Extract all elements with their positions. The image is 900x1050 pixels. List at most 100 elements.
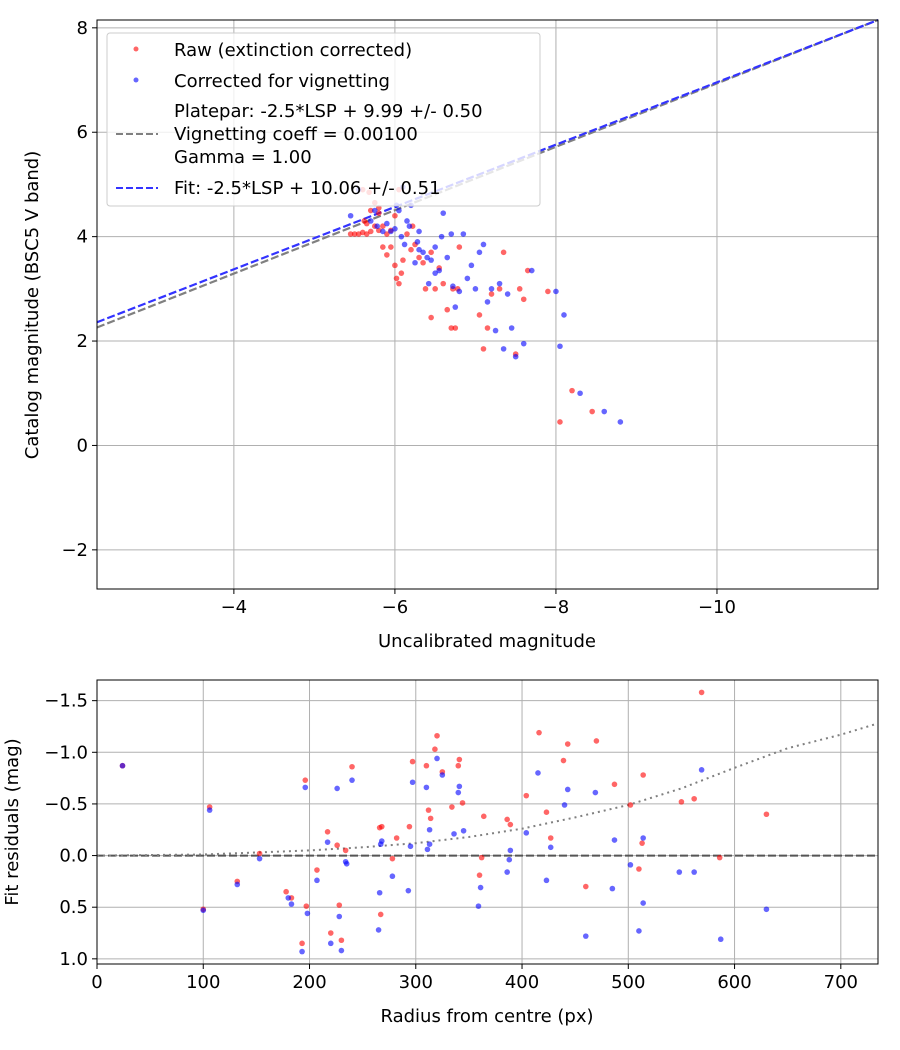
bot-point-series-1 bbox=[409, 779, 416, 786]
top-point-series-0 bbox=[545, 288, 551, 295]
top-scatter-points bbox=[347, 184, 624, 425]
top-point-series-0 bbox=[400, 257, 406, 263]
top-point-series-1 bbox=[484, 299, 491, 305]
bot-point-series-0 bbox=[507, 821, 514, 828]
bot-point-series-0 bbox=[427, 815, 434, 822]
bot-point-series-1 bbox=[543, 877, 550, 884]
bot-point-series-1 bbox=[389, 873, 396, 880]
bot-point-series-0 bbox=[611, 781, 618, 788]
bot-point-series-1 bbox=[234, 881, 241, 888]
bot-point-series-0 bbox=[377, 911, 384, 918]
bot-point-series-0 bbox=[302, 777, 309, 783]
bot-point-series-0 bbox=[523, 792, 530, 799]
bot-point-series-0 bbox=[627, 802, 634, 808]
top-point-series-0 bbox=[404, 231, 410, 237]
top-point-series-1 bbox=[464, 275, 471, 282]
bot-point-series-1 bbox=[343, 861, 350, 867]
top-x-tick-label: −10 bbox=[698, 597, 736, 618]
top-point-series-1 bbox=[617, 419, 624, 425]
bot-point-series-1 bbox=[477, 884, 484, 891]
top-point-series-1 bbox=[374, 223, 380, 229]
bot-point-series-1 bbox=[314, 877, 320, 884]
bot-point-series-1 bbox=[592, 789, 599, 796]
bot-point-series-0 bbox=[480, 813, 487, 820]
bot-point-series-1 bbox=[376, 889, 383, 896]
top-point-series-0 bbox=[428, 314, 434, 321]
bot-point-series-1 bbox=[535, 770, 541, 776]
bottom-grid bbox=[96, 680, 878, 964]
bot-point-series-0 bbox=[678, 799, 685, 805]
top-point-series-1 bbox=[450, 283, 456, 290]
top-point-series-0 bbox=[388, 244, 394, 250]
legend-raw-label: Raw (extinction corrected) bbox=[174, 40, 412, 61]
top-point-series-1 bbox=[500, 346, 507, 352]
bot-x-tick-label: 300 bbox=[399, 972, 433, 993]
top-point-series-1 bbox=[480, 241, 487, 248]
bot-y-tick-label: 0.0 bbox=[59, 846, 88, 867]
top-x-axis-label: Uncalibrated magnitude bbox=[378, 631, 596, 652]
legend-raw-marker bbox=[133, 46, 139, 52]
top-point-series-1 bbox=[468, 262, 475, 269]
bot-x-tick-label: 500 bbox=[611, 972, 645, 993]
bot-point-series-1 bbox=[405, 887, 412, 894]
bot-point-series-1 bbox=[582, 933, 589, 939]
bot-point-series-1 bbox=[302, 784, 309, 791]
top-point-series-0 bbox=[440, 280, 447, 287]
top-point-series-1 bbox=[553, 288, 559, 295]
top-point-series-0 bbox=[380, 223, 386, 229]
top-point-series-1 bbox=[488, 286, 495, 292]
bot-point-series-0 bbox=[423, 762, 430, 769]
top-point-series-1 bbox=[436, 267, 442, 274]
bot-point-series-1 bbox=[423, 784, 430, 791]
top-point-series-0 bbox=[420, 259, 426, 266]
bot-x-tick-label: 0 bbox=[91, 972, 102, 993]
bot-point-series-1 bbox=[338, 947, 345, 954]
top-point-series-0 bbox=[422, 286, 429, 292]
legend-box bbox=[106, 32, 541, 207]
bot-point-series-0 bbox=[406, 823, 413, 830]
bot-point-series-1 bbox=[455, 789, 462, 796]
top-point-series-0 bbox=[589, 408, 595, 415]
bottom-y-axis-label: Fit residuals (mag) bbox=[2, 738, 23, 905]
bot-point-series-0 bbox=[716, 854, 723, 861]
top-point-series-1 bbox=[388, 228, 394, 235]
top-point-series-1 bbox=[504, 291, 511, 297]
top-point-series-0 bbox=[396, 280, 402, 287]
top-y-tick-label: 0 bbox=[77, 435, 88, 456]
top-point-series-1 bbox=[472, 286, 479, 292]
bot-x-tick-label: 200 bbox=[292, 972, 326, 993]
top-point-series-1 bbox=[398, 233, 405, 240]
bot-point-series-1 bbox=[426, 841, 433, 848]
top-point-series-0 bbox=[500, 249, 507, 256]
bot-point-series-0 bbox=[543, 809, 550, 815]
legend-platepar-line-1: Platepar: -2.5*LSP + 9.99 +/- 0.50 bbox=[174, 101, 483, 122]
legend-platepar-line-2: Vignetting coeff = 0.00100 bbox=[174, 124, 418, 145]
bot-y-tick-label: −0.5 bbox=[44, 794, 88, 815]
legend-fit-label: Fit: -2.5*LSP + 10.06 +/- 0.51 bbox=[174, 178, 441, 199]
bot-point-series-1 bbox=[506, 856, 513, 863]
top-point-series-0 bbox=[444, 306, 451, 313]
top-point-series-1 bbox=[476, 249, 483, 256]
bot-point-series-0 bbox=[389, 855, 396, 862]
bot-point-series-0 bbox=[455, 762, 462, 769]
top-point-series-0 bbox=[448, 325, 455, 331]
bot-point-series-0 bbox=[476, 872, 483, 878]
bot-point-series-1 bbox=[507, 847, 514, 854]
bot-point-series-1 bbox=[504, 869, 510, 875]
top-point-series-1 bbox=[557, 343, 563, 350]
bot-point-series-1 bbox=[636, 928, 642, 934]
bot-point-series-0 bbox=[593, 738, 600, 744]
top-point-series-1 bbox=[401, 241, 408, 248]
top-point-series-1 bbox=[460, 231, 467, 237]
bot-x-tick-label: 700 bbox=[824, 972, 858, 993]
top-point-series-1 bbox=[396, 207, 402, 214]
bot-point-series-1 bbox=[475, 903, 482, 909]
bot-point-series-0 bbox=[256, 850, 263, 857]
bot-point-series-1 bbox=[327, 940, 334, 947]
top-point-series-0 bbox=[392, 212, 398, 219]
top-point-series-1 bbox=[392, 226, 398, 232]
top-point-series-0 bbox=[516, 286, 523, 292]
bot-point-series-0 bbox=[449, 804, 455, 810]
bot-point-series-1 bbox=[288, 901, 295, 907]
bot-point-series-1 bbox=[200, 907, 207, 914]
